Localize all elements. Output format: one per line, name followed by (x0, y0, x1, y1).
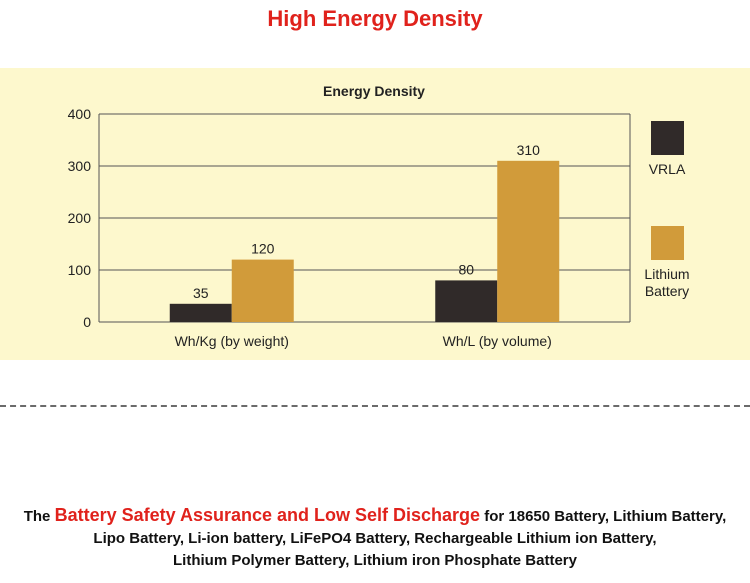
x-category-label: Wh/L (by volume) (443, 333, 552, 349)
bar-lithium-battery-2 (497, 160, 560, 322)
caption-prefix: The (23, 508, 55, 525)
data-label-vrla-2: 80 (458, 261, 474, 277)
caption-line-1: The Battery Safety Assurance and Low Sel… (0, 504, 750, 528)
caption-highlight: Battery Safety Assurance and Low Self Di… (54, 505, 481, 525)
y-tick-label: 100 (68, 262, 92, 278)
caption-line-1-rest: for 18650 Battery, Lithium Battery, (480, 508, 727, 525)
page-title: High Energy Density (267, 6, 483, 31)
energy-density-chart: Energy Density 0 100 200 300 400 35 120 Wh/Kg (… (68, 83, 690, 349)
dashed-divider (0, 405, 750, 407)
legend-label-lithium-battery: Battery (645, 283, 689, 299)
chart-panel: Energy Density 0 100 200 300 400 35 120 Wh/Kg (… (0, 68, 750, 360)
data-label-vrla-1: 35 (193, 285, 209, 301)
x-category-label: Wh/Kg (by weight) (175, 333, 289, 349)
data-label-lithium-battery-1: 120 (251, 241, 275, 257)
caption-line-2: Lipo Battery, Li-ion battery, LiFePO4 Ba… (93, 530, 657, 547)
bar-vrla-2 (435, 280, 498, 322)
legend-swatch-lithium-battery (651, 226, 684, 260)
chart-title: Energy Density (323, 83, 425, 99)
legend-swatch-vrla (651, 121, 684, 155)
caption-line-3: Lithium Polymer Battery, Lithium iron Ph… (173, 552, 577, 569)
y-tick-label: 300 (68, 158, 92, 174)
caption: The Battery Safety Assurance and Low Sel… (0, 504, 750, 572)
legend-label-lithium-battery: Lithium (644, 266, 689, 282)
y-tick-label: 200 (68, 210, 92, 226)
legend-label-vrla: VRLA (649, 161, 686, 177)
bar-vrla-1 (169, 303, 232, 322)
data-label-lithium-battery-2: 310 (517, 142, 541, 158)
y-tick-label: 0 (83, 314, 91, 330)
bar-lithium-battery-1 (231, 259, 294, 322)
y-tick-label: 400 (68, 106, 92, 122)
